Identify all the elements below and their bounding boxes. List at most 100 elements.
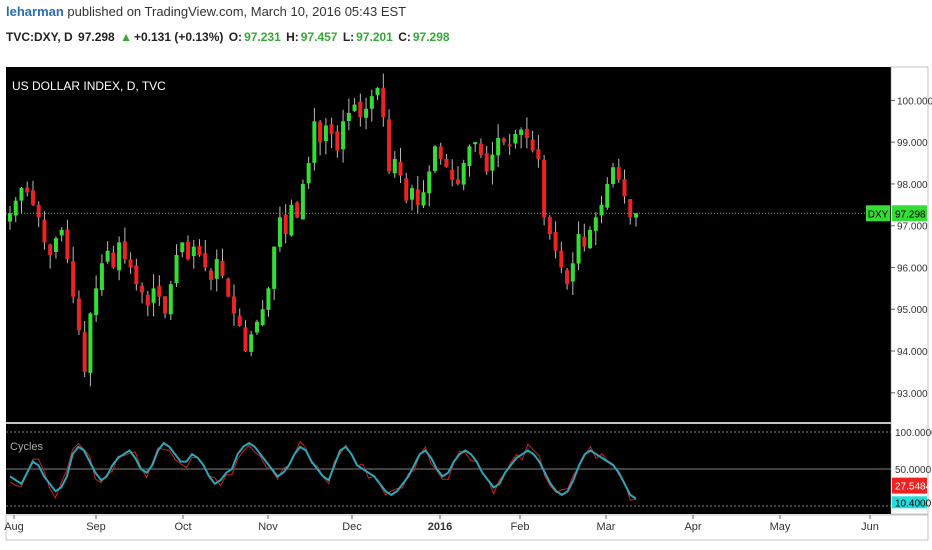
candle-body xyxy=(421,192,426,206)
x-tick-label: Nov xyxy=(258,521,278,533)
candle-body xyxy=(605,183,610,208)
last-price: 97.298 xyxy=(78,30,115,44)
candle-body xyxy=(163,296,168,314)
candle-body xyxy=(427,171,432,194)
candle-body xyxy=(369,96,374,109)
candle-body xyxy=(65,229,70,260)
candle-body xyxy=(438,146,443,159)
candle-body xyxy=(13,200,18,216)
x-tick-label: May xyxy=(770,521,791,533)
candle-body xyxy=(197,246,202,255)
candle-body xyxy=(455,179,460,184)
symbol-tag-label: DXY xyxy=(868,209,889,220)
candle-body xyxy=(473,142,478,145)
close-value: 97.298 xyxy=(412,30,450,44)
candle-body xyxy=(203,253,208,268)
candle-body xyxy=(478,143,483,155)
candle-body xyxy=(208,270,214,280)
candle-body xyxy=(7,213,13,222)
candle-body xyxy=(576,234,581,264)
candle-body xyxy=(559,250,564,268)
chart-title: US DOLLAR INDEX, D, TVC xyxy=(12,79,166,93)
y-tick-label: 93.000 xyxy=(897,389,928,400)
candle-body xyxy=(364,108,369,118)
candle-body xyxy=(191,246,196,257)
candle-body xyxy=(122,241,127,260)
slow-value-label: 10.4000 xyxy=(895,498,932,509)
candle-body xyxy=(553,232,558,251)
x-tick-label: Feb xyxy=(511,521,530,533)
x-tick-label: Dec xyxy=(342,521,362,533)
symbol-label: TVC:DXY, D xyxy=(6,30,73,44)
candle-body xyxy=(243,327,248,351)
candle-body xyxy=(375,87,380,95)
candle-body xyxy=(352,104,357,111)
candle-body xyxy=(547,216,552,235)
symbol-tag xyxy=(866,205,890,222)
indicator-tick-label: 50.0000 xyxy=(895,465,932,476)
candle-body xyxy=(25,187,30,193)
candle-body xyxy=(524,128,529,138)
high-label: H: xyxy=(286,30,299,44)
y-tick-label: 97.000 xyxy=(897,222,928,233)
y-axis-panel xyxy=(890,66,929,515)
candle-body xyxy=(53,238,58,252)
candle-body xyxy=(507,144,512,147)
candle-body xyxy=(186,241,191,260)
candle-body xyxy=(599,204,604,216)
candle-body xyxy=(570,263,575,282)
price-change: +0.131 (+0.13%) xyxy=(133,30,224,44)
x-tick-label: Mar xyxy=(597,521,616,533)
candle-body xyxy=(30,190,35,205)
candle-body xyxy=(536,149,541,159)
slow-cycle-line xyxy=(9,441,637,500)
candle-body xyxy=(42,219,47,243)
indicator-tick-label: 100.0000 xyxy=(895,428,932,439)
candle-body xyxy=(128,259,133,268)
candle-body xyxy=(48,244,53,255)
candle-body xyxy=(582,236,587,247)
candle-body xyxy=(410,188,415,200)
last-price-tag-label: 97.298 xyxy=(895,209,926,220)
candle-body xyxy=(415,189,420,205)
candle-body xyxy=(519,129,524,135)
candle-body xyxy=(36,204,41,218)
candle-body xyxy=(398,161,403,176)
candle-body xyxy=(300,183,305,220)
candle-body xyxy=(306,163,311,184)
candle-body xyxy=(249,334,254,352)
candle-body xyxy=(341,121,346,150)
symbol-info-bar: TVC:DXY, D 97.298 ▲ +0.131 (+0.13%) O: 97.… xyxy=(6,30,452,44)
candle-body xyxy=(71,261,76,297)
fast-value-tag xyxy=(892,477,927,494)
x-axis-panel xyxy=(5,514,929,541)
candle-body xyxy=(565,270,570,285)
price-pane xyxy=(6,67,891,422)
candle-body xyxy=(323,125,328,142)
candle-body xyxy=(82,332,87,372)
candle-body xyxy=(111,252,116,268)
y-tick-label: 94.000 xyxy=(897,347,928,358)
candle-body xyxy=(484,153,489,172)
author-link[interactable]: leharman xyxy=(6,4,64,19)
x-tick-label: 2016 xyxy=(428,521,452,533)
x-tick-label: Oct xyxy=(174,521,191,533)
candle-body xyxy=(151,288,156,303)
candle-body xyxy=(117,242,122,271)
candle-body xyxy=(266,288,271,310)
y-tick-label: 95.000 xyxy=(897,305,928,316)
candle-body xyxy=(467,146,472,166)
open-value: 97.231 xyxy=(244,30,281,44)
candle-body xyxy=(450,169,455,180)
low-label: L: xyxy=(342,30,355,44)
candle-body xyxy=(105,250,110,262)
candle-body xyxy=(88,313,93,373)
candle-body xyxy=(231,296,236,314)
y-tick-label: 98.000 xyxy=(897,180,928,191)
candle-body xyxy=(226,278,231,297)
candle-body xyxy=(496,138,501,156)
candle-body xyxy=(628,199,633,218)
candle-body xyxy=(461,163,466,185)
candle-body xyxy=(387,119,392,172)
